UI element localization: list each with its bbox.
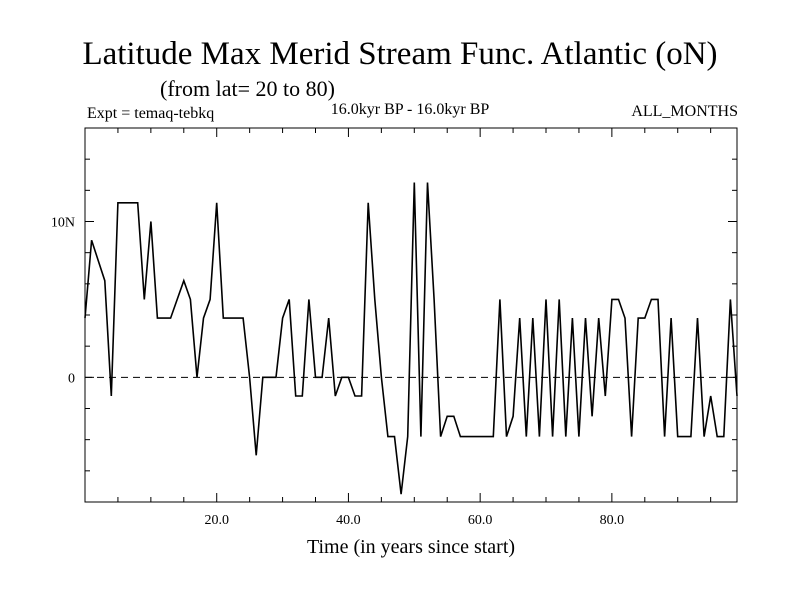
x-tick-label: 80.0: [600, 513, 625, 528]
series-line: [84, 182, 738, 495]
x-tick-label: 20.0: [204, 513, 229, 528]
x-axis-label: Time (in years since start): [306, 536, 516, 558]
period-label: 16.0kyr BP - 16.0kyr BP: [330, 101, 490, 118]
y-tick-label: 0: [68, 371, 75, 386]
experiment-label: Expt = temaq-tebkq: [87, 105, 215, 122]
x-tick-label: 60.0: [468, 513, 493, 528]
axis-tick-labels: 20.0 40.0 60.0 80.0 0 10N: [51, 216, 624, 529]
chart-title: Latitude Max Merid Stream Func. Atlantic…: [82, 36, 718, 72]
chart-subtitle: (from lat= 20 to 80): [160, 76, 335, 101]
y-tick-label: 10N: [51, 216, 75, 231]
data-series: [84, 182, 738, 495]
months-label: ALL_MONTHS: [631, 103, 738, 120]
axis-ticks: [85, 128, 737, 502]
x-tick-label: 40.0: [336, 513, 361, 528]
